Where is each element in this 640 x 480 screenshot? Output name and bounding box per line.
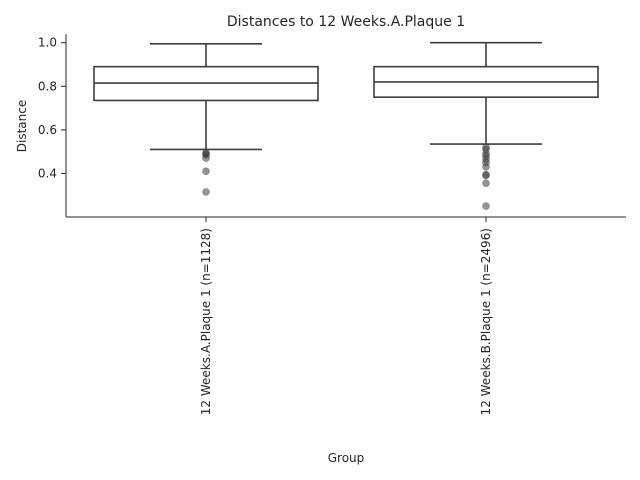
outlier-point xyxy=(202,154,210,162)
outlier-point xyxy=(482,163,490,171)
y-tick-label: 1.0 xyxy=(38,36,57,50)
y-tick-label: 0.6 xyxy=(38,123,57,137)
x-tick-label: 12 Weeks.A.Plaque 1 (n=1128) xyxy=(199,228,213,415)
outlier-point xyxy=(482,179,490,187)
x-axis-label: Group xyxy=(328,451,365,465)
y-axis-label: Distance xyxy=(15,100,29,152)
boxes xyxy=(93,41,599,210)
x-tick-label: 12 Weeks.B.Plaque 1 (n=2496) xyxy=(479,228,493,415)
y-tick-label: 0.4 xyxy=(38,166,57,180)
outlier-point xyxy=(202,167,210,175)
outlier-point xyxy=(482,202,490,210)
y-ticks: 0.4 0.6 0.8 1.0 xyxy=(38,36,66,180)
outlier-point xyxy=(482,171,490,180)
y-tick-label: 0.8 xyxy=(38,79,57,93)
outlier-point xyxy=(202,188,210,196)
box-group xyxy=(373,41,599,210)
x-ticks: 12 Weeks.A.Plaque 1 (n=1128) 12 Weeks.B.P… xyxy=(199,217,493,415)
chart-title: Distances to 12 Weeks.A.Plaque 1 xyxy=(227,14,465,30)
box-group xyxy=(93,43,319,196)
